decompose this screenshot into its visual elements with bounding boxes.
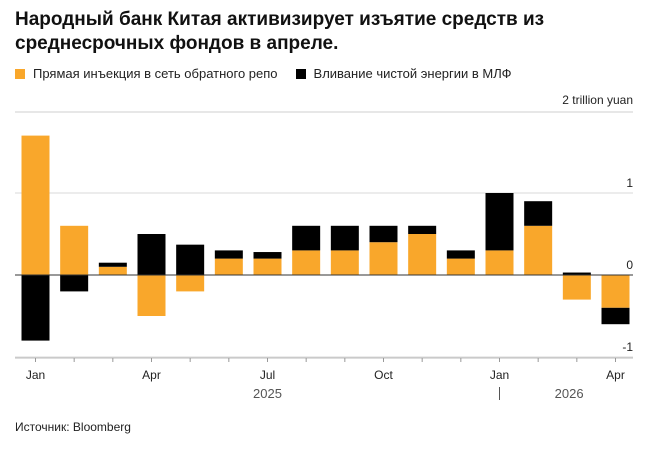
bar-mlf — [98, 262, 127, 267]
bar-reverse-repo — [330, 250, 359, 275]
legend-swatch-mlf — [295, 68, 306, 79]
bar-reverse-repo — [524, 225, 553, 275]
bar-mlf — [601, 307, 630, 325]
year-label: 2025 — [253, 386, 282, 401]
bar-reverse-repo — [253, 258, 282, 275]
bar-reverse-repo — [485, 250, 514, 275]
bar-mlf — [176, 244, 205, 275]
bar-mlf — [562, 272, 591, 275]
x-tick-label: Jan — [490, 368, 509, 382]
x-tick-label: Oct — [374, 368, 393, 382]
y-tick-label: 0 — [626, 258, 633, 272]
legend: Прямая инъекция в сеть обратного репо Вл… — [15, 66, 530, 81]
bar-mlf — [408, 225, 437, 234]
bar-reverse-repo — [98, 266, 127, 275]
x-tick-label: Apr — [142, 368, 161, 382]
bar-mlf — [214, 250, 243, 259]
legend-item-mlf: Вливание чистой энергии в МЛФ — [295, 66, 512, 81]
bar-mlf — [292, 225, 321, 251]
bar-reverse-repo — [21, 135, 50, 275]
y-tick-label: 1 — [626, 176, 633, 190]
bar-reverse-repo — [176, 275, 205, 292]
x-tick-label: Jul — [260, 368, 275, 382]
bar-reverse-repo — [601, 275, 630, 308]
bar-mlf — [60, 275, 89, 292]
bar-reverse-repo — [214, 258, 243, 275]
bar-mlf — [253, 252, 282, 259]
bar-mlf — [330, 225, 359, 251]
legend-label-reverse-repo: Прямая инъекция в сеть обратного репо — [33, 66, 278, 81]
bar-mlf — [524, 201, 553, 226]
bar-mlf — [446, 250, 475, 259]
unit-label: 2 trillion yuan — [562, 93, 633, 107]
bar-mlf — [21, 275, 50, 341]
bar-reverse-repo — [369, 242, 398, 275]
bar-reverse-repo — [292, 250, 321, 275]
bar-reverse-repo — [446, 258, 475, 275]
year-label: 2026 — [555, 386, 584, 401]
chart-title: Народный банк Китая активизирует изъятие… — [15, 9, 545, 54]
bar-mlf — [137, 234, 166, 275]
legend-swatch-reverse-repo — [15, 68, 25, 79]
source-note: Источник: Bloomberg — [15, 420, 131, 434]
bar-reverse-repo — [408, 234, 437, 275]
bar-mlf — [369, 225, 398, 243]
x-tick-label: Apr — [606, 368, 625, 382]
bar-reverse-repo — [60, 225, 89, 275]
legend-label-mlf: Вливание чистой энергии в МЛФ — [313, 66, 512, 81]
bar-reverse-repo — [137, 275, 166, 316]
x-tick-label: Jan — [26, 368, 45, 382]
bar-mlf — [485, 193, 514, 251]
bar-reverse-repo — [562, 275, 591, 300]
y-tick-label: -1 — [622, 340, 633, 354]
legend-item-reverse-repo: Прямая инъекция в сеть обратного репо — [15, 66, 278, 81]
